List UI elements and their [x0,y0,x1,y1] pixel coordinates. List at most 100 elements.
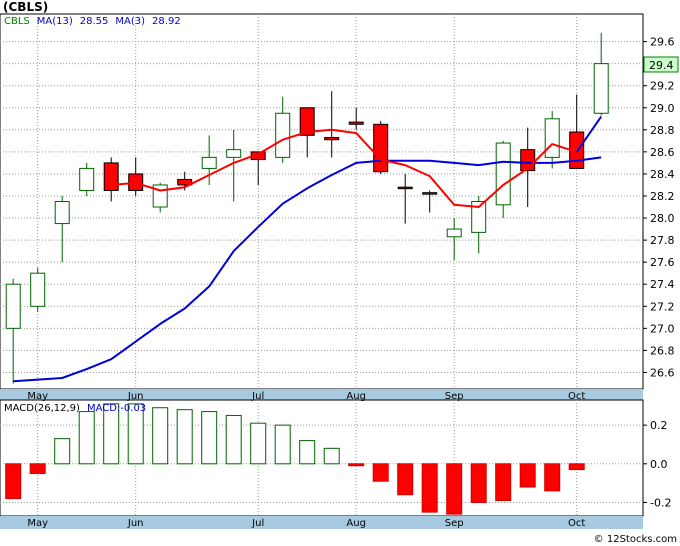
macd-bar [29,463,46,474]
macd-bar [78,411,95,465]
month-label: Aug [346,391,366,402]
price-tick-label: 27.8 [650,234,675,247]
macd-bar [421,463,438,513]
chart-title: (CBLS) [3,0,48,14]
ma-line [13,156,602,383]
price-x-axis: May Jun Jul Aug Sep Oct [27,391,585,402]
month-label: Jun [127,391,144,402]
macd-bar [225,414,242,465]
month-label: Jul [251,391,264,402]
month-label: Jul [251,518,264,529]
month-label: Oct [568,518,585,529]
macd-bar [495,463,512,502]
legend-entry: MACD(26,12,9) [4,403,80,414]
candle-body [226,149,242,158]
legend-row: MACD(26,12,9) MACD:-0.03 [4,403,146,414]
legend-entry: MA(13) [37,16,73,27]
legend-entry: MACD:-0.03 [87,403,146,414]
price-tick-label: 28.2 [650,190,675,203]
macd-bar [519,463,536,488]
price-tick-label: 27.0 [650,322,675,335]
footer-credit: © 12Stocks.com [594,534,677,545]
legend-row: CBLS MA(13) 28.55 MA(3) 28.92 [4,16,181,27]
price-tick-label: 28.8 [650,124,675,137]
price-tick-label: 27.2 [650,300,675,313]
price-tick-label: 28.0 [650,212,675,225]
price-legend: CBLS MA(13) 28.55 MA(3) 28.92 [4,16,181,27]
price-month-band [0,389,643,400]
candle-body [5,283,21,329]
price-tick-label: 27.6 [650,256,675,269]
legend-entry: MA(3) [115,16,145,27]
macd-tick-label: -0.2 [650,496,671,509]
candle-body [54,201,70,225]
last-price-marker: 29.4 [643,56,679,73]
legend-entry: 28.92 [152,16,181,27]
candle-body [495,142,511,206]
macd-bar [274,424,291,465]
price-gridlines [0,14,643,389]
macd-legend: MACD(26,12,9) MACD:-0.03 [4,403,146,414]
macd-gridlines [0,400,643,516]
macd-tick-label: 0.2 [650,419,668,432]
macd-bar [470,463,487,503]
price-tick-label: 29.6 [650,36,675,49]
macd-month-band [0,516,643,529]
macd-bar [323,447,340,465]
candle-body [201,156,217,169]
last-price-box [643,56,679,73]
candle-body [593,63,609,114]
price-tick-label: 28.6 [650,146,675,159]
macd-x-axis: May Jun Jul Aug Sep Oct [27,518,585,529]
macd-bar [250,422,267,465]
macd-bar [299,440,316,465]
price-tick-label: 29.0 [650,102,675,115]
macd-bar [544,463,561,492]
macd-bar [568,463,585,471]
macd-panel: -0.2 0.0 0.2 MACD(26,12,9) MACD:-0.03 [0,399,671,517]
macd-bar [176,409,193,465]
macd-bar [54,438,71,465]
price-panel: 26.6 26.8 27.0 27.2 27.4 27.6 27.8 28.0 28.2 28.4… [0,13,679,390]
macd-y-axis: -0.2 0.0 0.2 [643,419,671,509]
macd-panel-frame [0,399,644,517]
moving-averages [13,116,603,383]
candle-body [397,186,413,190]
month-label: Sep [445,391,464,402]
candle-body [324,137,340,141]
candle-body [544,118,560,158]
macd-bar [152,407,169,465]
price-tick-label: 26.6 [650,366,675,379]
macd-bar [372,463,389,482]
candle-body [446,228,462,238]
month-label: Jun [127,518,144,529]
candle-body [373,123,389,173]
price-tick-label: 28.4 [650,168,675,181]
candle-body [422,192,438,195]
candle-body [103,162,119,191]
candle-body [30,272,46,307]
macd-bar [446,463,463,515]
macd-bar [5,463,22,500]
price-tick-label: 29.2 [650,80,675,93]
legend-entry: 28.55 [80,16,109,27]
candle-body [299,107,315,136]
candle-body [471,201,487,233]
macd-bar [127,403,144,465]
price-tick-label: 26.8 [650,344,675,357]
candle-body [79,167,95,191]
candle-body [275,112,291,158]
month-label: Oct [568,391,585,402]
month-label: Aug [346,518,366,529]
month-label: May [27,518,48,529]
month-label: May [27,391,48,402]
macd-bar [397,463,414,496]
ma-line [575,116,603,153]
macd-bar [103,403,120,465]
last-price-label: 29.4 [649,59,674,72]
macd-bar [348,463,365,467]
month-label: Sep [445,518,464,529]
legend-entry: CBLS [4,16,30,27]
price-tick-label: 27.4 [650,278,675,291]
